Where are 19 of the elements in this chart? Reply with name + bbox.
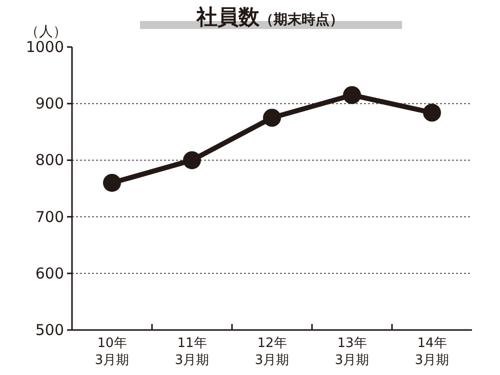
x-tick-label: 10年 3月期	[94, 336, 130, 368]
point	[103, 174, 121, 192]
point	[423, 104, 441, 122]
y-tick-label: 500	[35, 321, 64, 339]
chart-title: 社員数	[196, 5, 260, 29]
y-tick-label: 900	[35, 94, 64, 113]
y-tick-label: 700	[35, 208, 64, 226]
y-axis-title: （人）	[25, 24, 67, 40]
chart-subtitle: （期末時点）	[260, 12, 344, 28]
point	[343, 86, 361, 104]
y-tick-label: 1000	[26, 38, 64, 56]
x-tick-label: 13年 3月期	[334, 336, 370, 368]
point	[263, 108, 281, 127]
x-tick-label: 12年 3月期	[254, 336, 290, 368]
x-tick-label: 11年 3月期	[174, 336, 210, 368]
point	[183, 151, 201, 170]
y-tick-label: 600	[35, 264, 64, 282]
y-tick-label: 800	[35, 151, 64, 170]
x-tick-label: 14年 3月期	[414, 336, 450, 368]
